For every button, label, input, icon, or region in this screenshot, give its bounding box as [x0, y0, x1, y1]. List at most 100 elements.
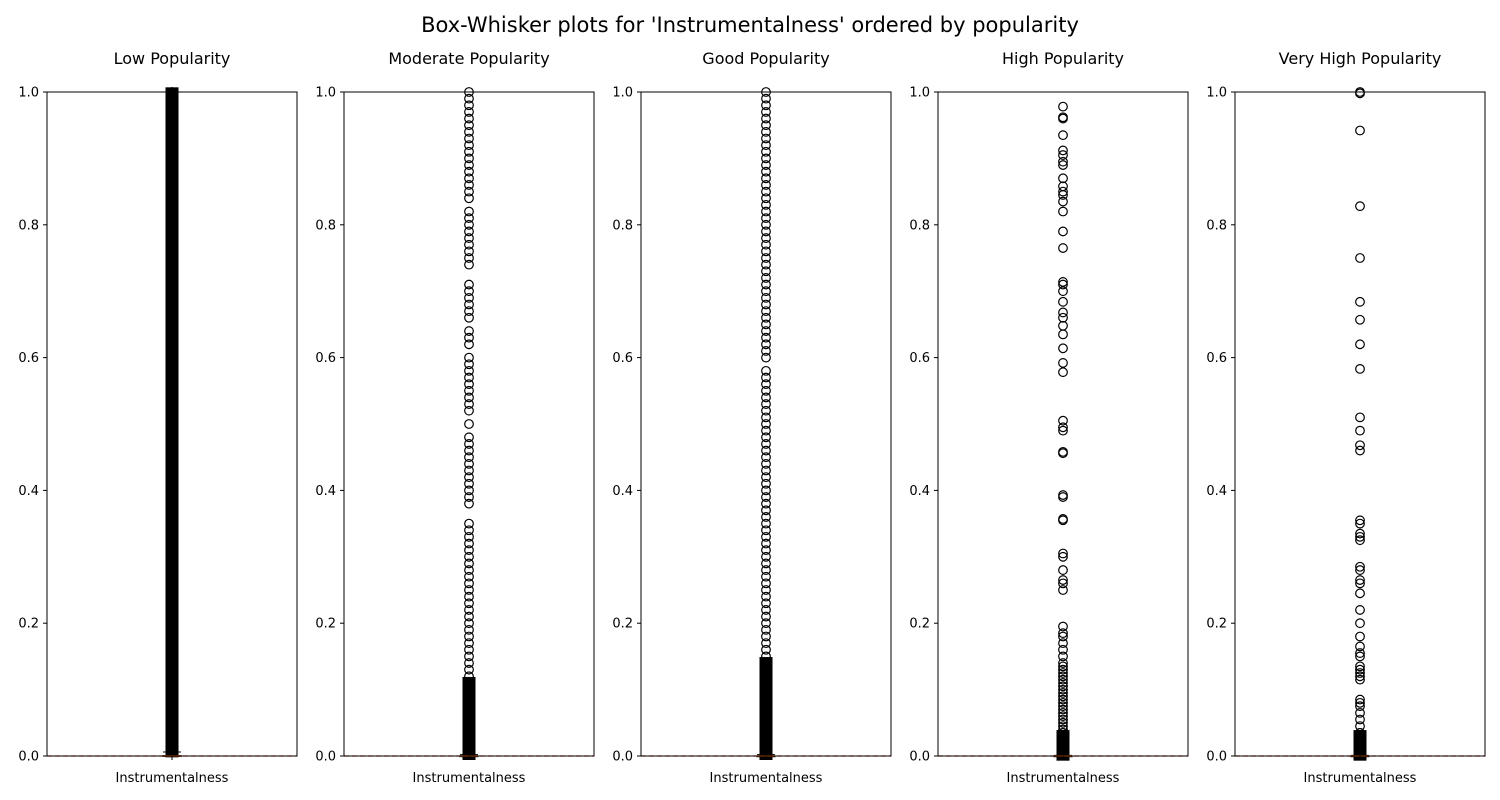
- outlier-point: [464, 472, 474, 483]
- outlier-point: [464, 611, 474, 622]
- outlier-point: [167, 153, 177, 164]
- outlier-point: [761, 372, 771, 383]
- outlier-point: [1058, 367, 1068, 378]
- outlier-point: [1058, 186, 1068, 197]
- outlier-point: [1355, 631, 1365, 642]
- outlier-point: [464, 565, 474, 575]
- outlier-point: [167, 286, 177, 297]
- outlier-point: [1355, 618, 1365, 629]
- outlier-point: [167, 565, 177, 575]
- outlier-point: [464, 658, 474, 668]
- outlier-cluster: [759, 657, 773, 761]
- outlier-point: [1058, 358, 1068, 368]
- subplot-4: High Popularity 0.0 0.2 0.4 0.6 0.8 1.0 Instrum…: [909, 49, 1189, 786]
- outlier-point: [761, 425, 771, 436]
- outlier-point: [1058, 688, 1068, 698]
- outlier-point: [464, 186, 474, 197]
- outlier-point: [1355, 661, 1365, 672]
- outlier-point: [464, 246, 474, 257]
- outlier-point: [1355, 363, 1365, 374]
- outlier-point: [761, 558, 771, 569]
- outlier-point: [1355, 727, 1365, 738]
- outlier-point: [761, 405, 771, 416]
- outlier-point: [1058, 196, 1068, 207]
- outlier-point: [761, 346, 771, 356]
- x-tick-label: Instrumentalness: [116, 771, 229, 786]
- outlier-point: [167, 140, 177, 151]
- outlier-point: [761, 153, 771, 164]
- outlier-point: [464, 193, 474, 204]
- outlier-point: [167, 113, 177, 124]
- outlier-point: [167, 724, 177, 735]
- outlier-point: [761, 419, 771, 429]
- outlier-point: [1058, 721, 1068, 732]
- outlier-point: [464, 100, 474, 111]
- outlier-point: [761, 638, 771, 649]
- outlier-point: [167, 691, 177, 702]
- outlier-point: [1058, 691, 1068, 702]
- outlier-point: [464, 618, 474, 629]
- outlier-point: [464, 671, 474, 682]
- outlier-point: [761, 253, 771, 263]
- outlier-point: [464, 492, 474, 502]
- outlier-point: [1058, 150, 1068, 160]
- y-tick-label: 0.0: [909, 750, 930, 765]
- outlier-point: [464, 525, 474, 536]
- outlier-point: [1355, 641, 1365, 652]
- outlier-point: [761, 492, 771, 502]
- outlier-point: [167, 671, 177, 682]
- outlier-point: [1355, 605, 1365, 615]
- outlier-point: [1058, 638, 1068, 649]
- outlier-point: [1058, 565, 1068, 575]
- outlier-point: [464, 253, 474, 263]
- outlier-point: [167, 737, 177, 748]
- outlier-point: [1058, 644, 1068, 655]
- outlier-point: [761, 465, 771, 476]
- outlier-point: [1355, 668, 1365, 678]
- outlier-point: [464, 332, 474, 343]
- outlier-point: [167, 326, 177, 336]
- outlier-point: [464, 180, 474, 190]
- outlier-point: [761, 598, 771, 609]
- outlier-point: [1058, 329, 1068, 340]
- outlier-point: [1058, 585, 1068, 595]
- outlier-point: [1058, 415, 1068, 426]
- outlier-point: [1058, 578, 1068, 589]
- outlier-point: [1058, 548, 1068, 559]
- outlier-point: [1058, 181, 1068, 192]
- outlier-point: [167, 219, 177, 230]
- outlier-point: [167, 100, 177, 111]
- outlier-point: [464, 206, 474, 217]
- outlier-point: [761, 312, 771, 323]
- y-tick-label: 0.4: [1206, 484, 1227, 499]
- outlier-point: [1355, 694, 1365, 705]
- subplot-title: Low Popularity: [114, 49, 231, 68]
- panels: Low Popularity 0.0 0.2 0.4 0.6 0.8 1.0 Instrume…: [18, 49, 1486, 786]
- outlier-point: [1058, 697, 1068, 708]
- outlier-point: [167, 684, 177, 695]
- y-tick-label: 0.8: [18, 218, 39, 233]
- outlier-point: [1058, 156, 1068, 167]
- outlier-point: [1058, 651, 1068, 662]
- subplot-title: Good Popularity: [702, 49, 829, 68]
- outlier-point: [464, 339, 474, 350]
- outlier-point: [1058, 575, 1068, 585]
- outlier-point: [1058, 226, 1068, 237]
- outlier-point: [464, 445, 474, 456]
- outlier-point: [761, 339, 771, 350]
- outlier-point: [167, 711, 177, 722]
- outlier-point: [761, 571, 771, 582]
- outlier-point: [167, 206, 177, 217]
- outlier-point: [464, 518, 474, 529]
- outlier-point: [1355, 253, 1365, 263]
- y-tick-label: 0.2: [1206, 617, 1227, 632]
- outlier-point: [1058, 631, 1068, 642]
- outlier-point: [1355, 296, 1365, 307]
- outlier-point: [761, 113, 771, 124]
- outlier-point: [167, 180, 177, 190]
- outlier-point: [761, 445, 771, 456]
- outlier-point: [761, 392, 771, 403]
- outlier-point: [1355, 445, 1365, 456]
- outlier-point: [464, 372, 474, 383]
- outlier-point: [464, 498, 474, 509]
